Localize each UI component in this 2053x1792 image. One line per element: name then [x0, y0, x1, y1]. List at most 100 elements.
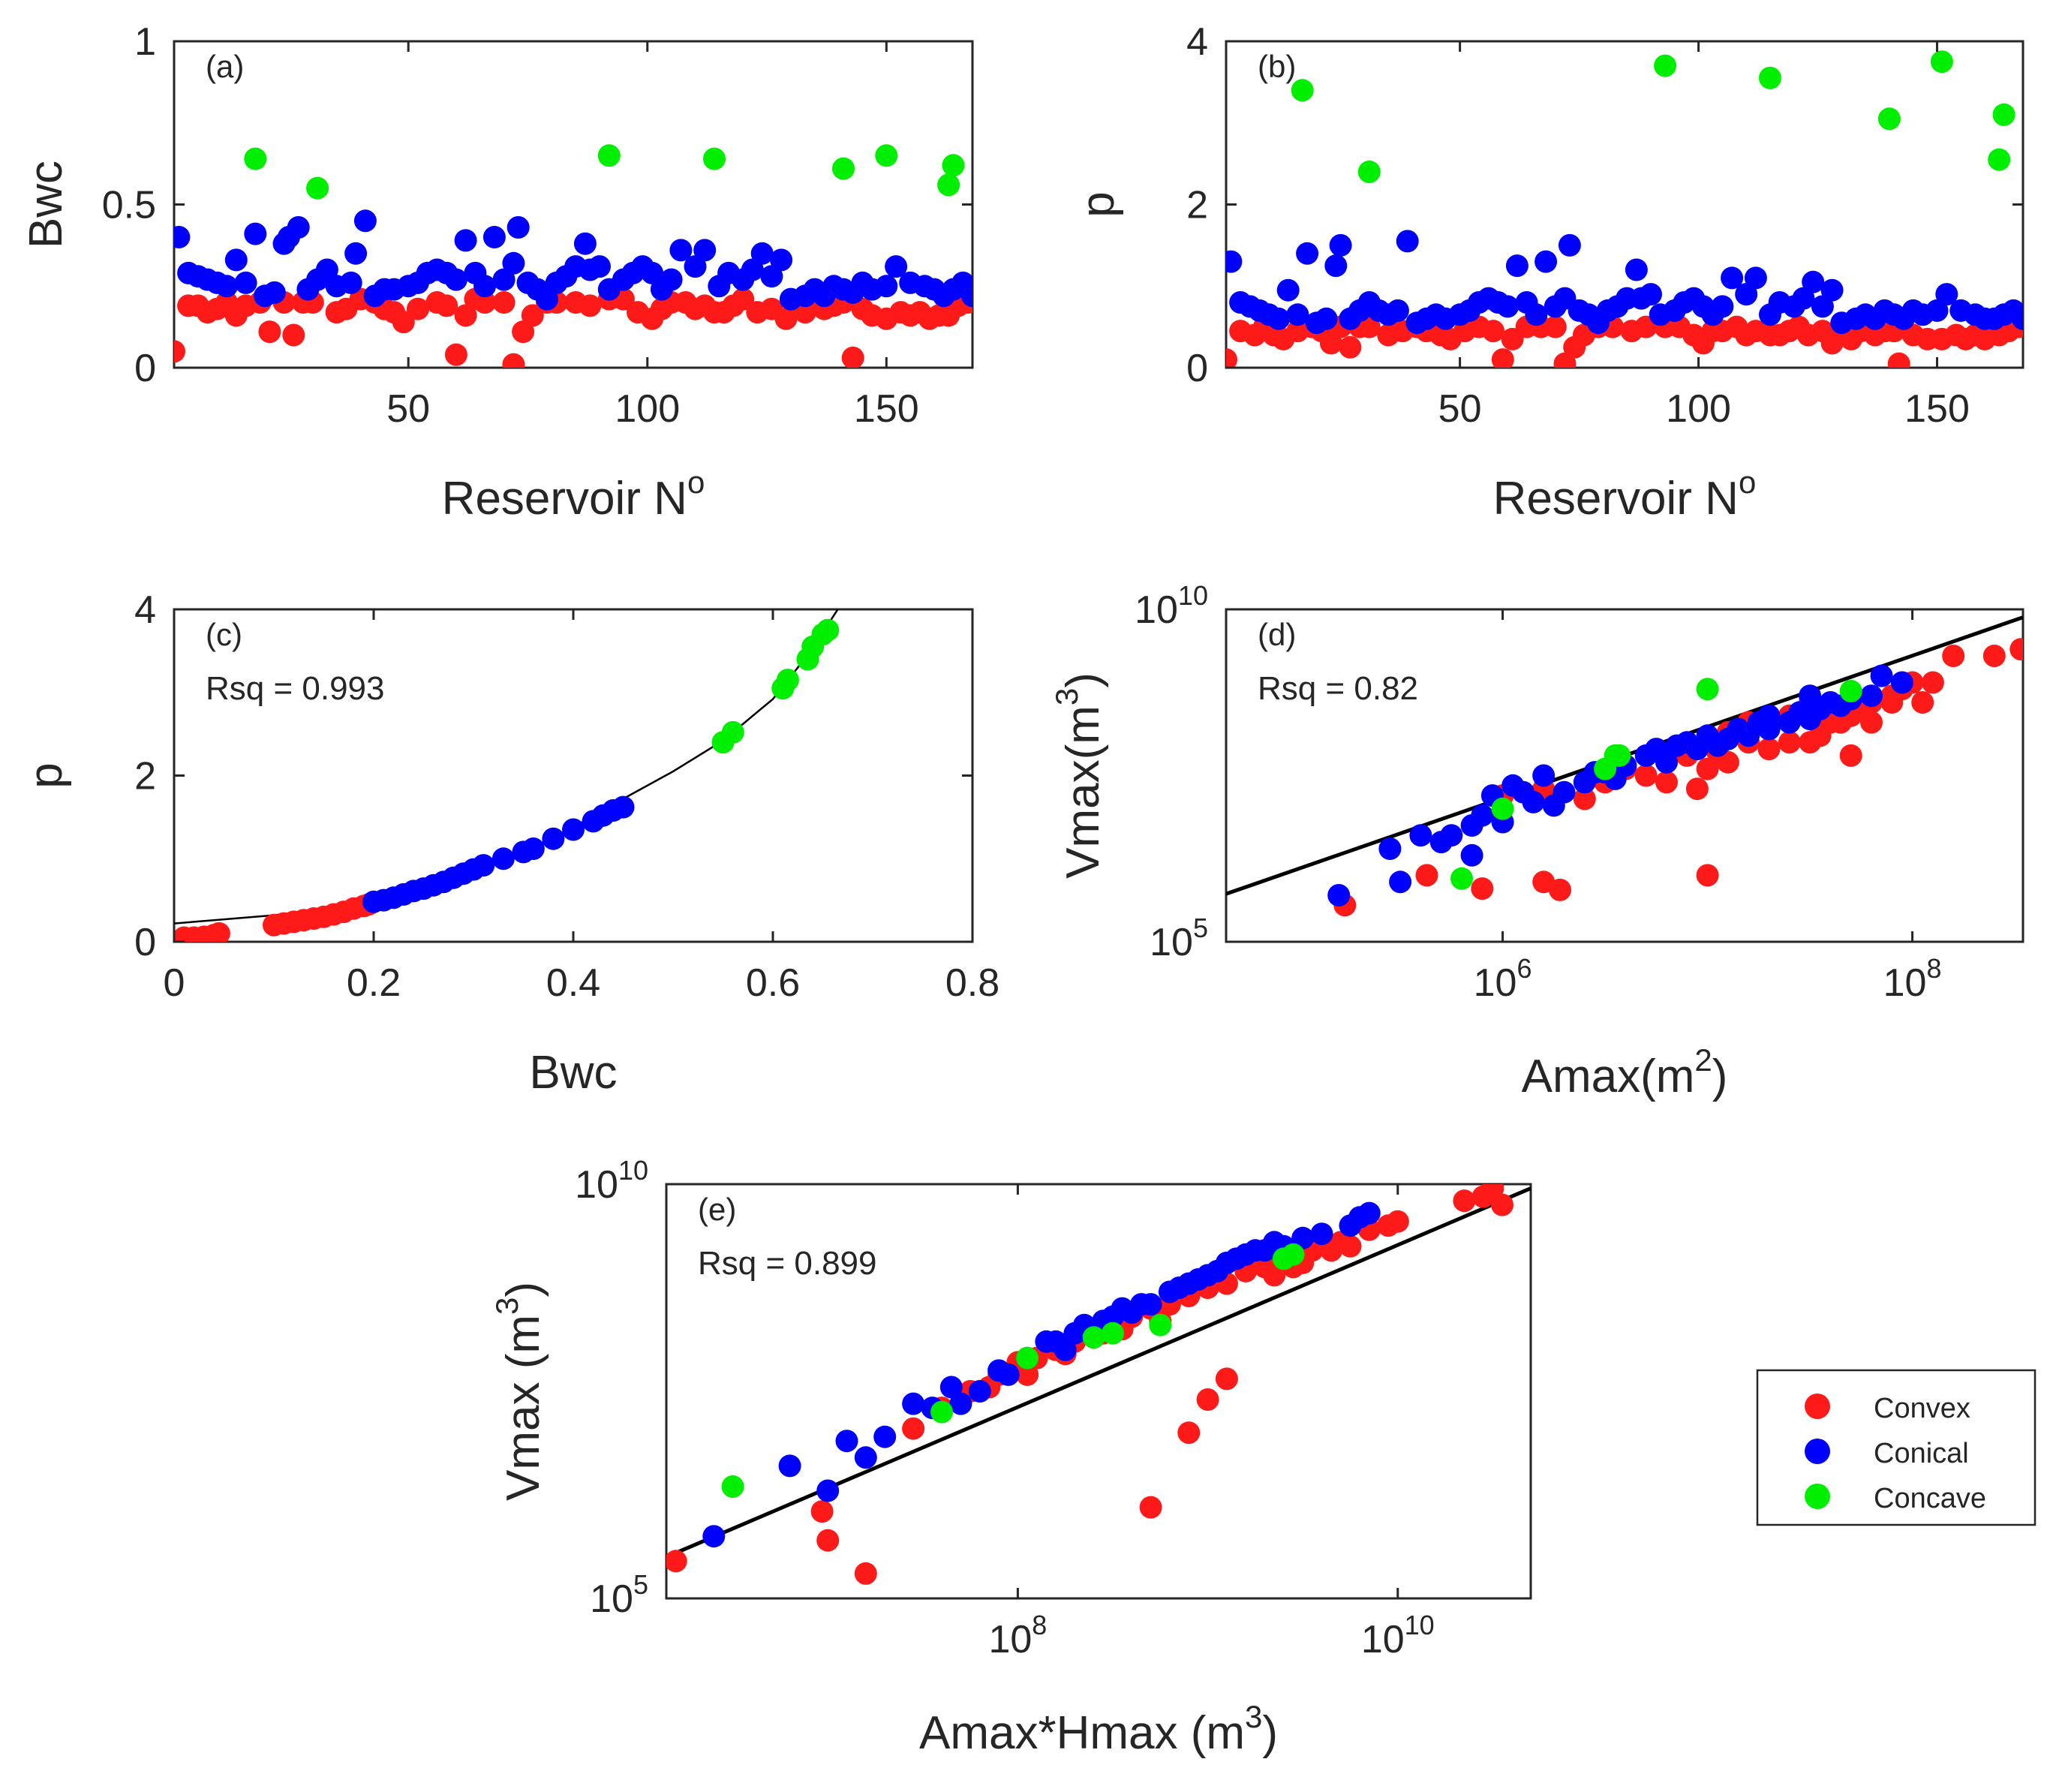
point-convex — [492, 291, 516, 314]
point-conical — [1186, 1268, 1210, 1291]
x-tick-label: 50 — [1438, 387, 1482, 431]
panel-b: 50 100 150 0 2 4 Reservoir No p (b) — [1072, 20, 2024, 525]
point-concave — [930, 1400, 954, 1424]
x-tick-label: 150 — [854, 387, 919, 431]
point-convex — [810, 1500, 834, 1523]
legend-frame — [1756, 1369, 2036, 1526]
point-conical — [1389, 870, 1412, 894]
legend: Convex Conical Concave — [1756, 1369, 2036, 1526]
point-conical — [1111, 1297, 1134, 1320]
point-conical — [1348, 1206, 1372, 1229]
point-concave — [875, 144, 898, 167]
panel-label: (b) — [1258, 49, 1296, 84]
point-convex — [1634, 764, 1658, 787]
rsq-annotation: Rsq = 0.993 — [206, 670, 385, 707]
point-conical — [1558, 233, 1581, 257]
y-tick-label: 0.5 — [102, 184, 156, 227]
point-conical — [1532, 764, 1556, 787]
point-convex — [258, 320, 281, 344]
point-convex — [1320, 1239, 1343, 1262]
point-conical — [244, 222, 267, 245]
panel-a: 50 100 150 0 0.5 1 Reservoir No Bwc (a) — [20, 20, 974, 525]
point-concave — [1877, 107, 1901, 131]
point-concave — [1282, 1243, 1305, 1266]
point-concave — [1608, 744, 1631, 767]
point-conical — [693, 239, 717, 262]
point-convex — [1177, 1421, 1201, 1445]
point-conical — [641, 261, 664, 284]
point-conical — [1820, 278, 1844, 302]
point-conical — [939, 1376, 963, 1399]
point-convex — [1696, 757, 1719, 780]
point-conical — [1324, 254, 1348, 278]
point-concave — [1450, 867, 1473, 890]
legend-label-convex: Convex — [1874, 1393, 1970, 1424]
point-convex — [282, 323, 305, 347]
point-convex — [1757, 738, 1781, 761]
point-convex — [1339, 335, 1362, 359]
point-conical — [968, 1380, 991, 1403]
point-conical — [660, 268, 683, 291]
y-axis-label: p — [20, 762, 72, 788]
point-convex — [1016, 1363, 1039, 1386]
point-conical — [885, 255, 908, 278]
point-conical — [1534, 250, 1558, 273]
panel-label: (a) — [206, 49, 244, 84]
panel-c: 0 0.2 0.4 0.6 0.8 0 2 4 Bwc p (c) Rsq = 0.993 — [20, 588, 999, 1099]
point-convex — [502, 353, 525, 368]
point-concave — [942, 154, 965, 177]
panel-e: 108 1010 105 1010 Amax*Hmax (m3) Vmax (m3) (e)… — [489, 1155, 1532, 1759]
point-convex — [1685, 777, 1709, 801]
point-concave — [832, 157, 855, 180]
point-conical — [961, 284, 972, 308]
point-concave — [1839, 680, 1862, 702]
point-concave — [244, 147, 267, 170]
point-conical — [1378, 837, 1402, 860]
point-concave — [1992, 103, 2015, 126]
y-tick-label: 1010 — [1135, 580, 1208, 632]
x-tick-label: 1010 — [1361, 1610, 1435, 1661]
point-conical — [741, 258, 764, 281]
point-conical — [1206, 1259, 1229, 1282]
point-convex — [392, 311, 415, 334]
point-conical — [1735, 283, 1758, 306]
point-convex — [444, 343, 467, 366]
point-convex — [1911, 691, 1934, 714]
point-convex — [902, 1417, 925, 1440]
point-convex — [1887, 352, 1910, 368]
point-convex — [1573, 787, 1596, 810]
point-conical — [573, 232, 597, 255]
point-convex — [1139, 1496, 1162, 1519]
series-convex — [174, 287, 972, 368]
point-convex — [1319, 332, 1342, 355]
point-conical — [502, 251, 525, 275]
point-conical — [1409, 824, 1432, 847]
point-conical — [473, 275, 497, 298]
panel-label: (c) — [206, 617, 242, 652]
point-conical — [454, 229, 477, 252]
point-conical — [1711, 295, 1734, 318]
x-tick-label: 0.4 — [546, 961, 600, 1005]
point-convex — [1655, 771, 1678, 794]
point-conical — [1799, 684, 1822, 708]
point-conical — [1440, 824, 1463, 847]
point-concave — [721, 720, 744, 744]
point-conical — [506, 216, 530, 239]
point-conical — [875, 275, 898, 298]
point-conical — [1925, 299, 1949, 322]
point-conical — [1296, 242, 1319, 265]
point-conical — [1291, 1226, 1315, 1249]
x-tick-label: 106 — [1474, 953, 1532, 1005]
y-tick-label: 105 — [590, 1569, 648, 1621]
x-axis-label: Reservoir No — [442, 465, 705, 525]
x-axis-label: Amax(m2) — [1522, 1042, 1728, 1102]
point-conical — [612, 795, 635, 819]
point-convex — [1215, 1367, 1238, 1391]
rsq-annotation: Rsq = 0.899 — [698, 1245, 877, 1282]
panel-e-fit-line — [666, 1186, 1531, 1559]
point-conical — [2012, 307, 2023, 330]
point-conical — [1696, 724, 1719, 747]
point-conical — [339, 271, 362, 294]
legend-label-concave: Concave — [1874, 1483, 1986, 1514]
point-convex — [521, 304, 544, 327]
